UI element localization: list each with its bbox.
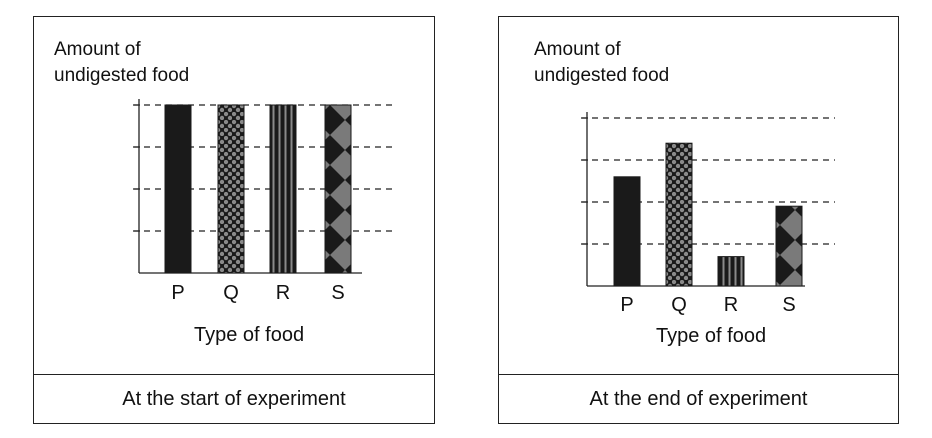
x-tick-label-Q: Q <box>671 294 687 316</box>
x-tick-label-P: P <box>620 294 633 316</box>
x-tick-label-R: R <box>724 294 738 316</box>
caption-text: At the end of experiment <box>589 387 808 410</box>
caption-text: At the start of experiment <box>122 387 346 410</box>
y-axis-label: Amount of undigested food <box>54 37 189 89</box>
caption: At the start of experiment <box>34 374 434 423</box>
y-axis-label-line-2: undigested food <box>534 65 670 86</box>
x-tick-label-P: P <box>171 282 184 304</box>
bar-S <box>775 205 803 287</box>
x-axis-title: Type of food <box>194 324 305 346</box>
x-tick-label-S: S <box>782 294 795 316</box>
chart-panel-start: Amount of undigested food Type of food A… <box>33 16 435 424</box>
y-axis-label-line-2: undigested food <box>54 65 190 86</box>
chart-panel-end: Amount of undigested food Type of food A… <box>498 16 899 424</box>
y-axis-label: Amount of undigested food <box>534 37 669 89</box>
y-axis-label-line-1: Amount of <box>534 39 621 60</box>
bar-S <box>324 104 352 274</box>
bar-Q <box>217 104 245 274</box>
bar-R <box>717 256 745 287</box>
y-axis-label-line-1: Amount of <box>54 39 141 60</box>
x-tick-label-S: S <box>331 282 344 304</box>
bar-R <box>269 104 297 274</box>
x-axis-title: Type of food <box>656 325 767 347</box>
x-tick-label-Q: Q <box>223 282 239 304</box>
caption: At the end of experiment <box>499 374 898 423</box>
x-tick-label-R: R <box>276 282 290 304</box>
bar-Q <box>665 142 693 287</box>
bar-P <box>613 176 641 287</box>
bar-P <box>164 104 192 274</box>
